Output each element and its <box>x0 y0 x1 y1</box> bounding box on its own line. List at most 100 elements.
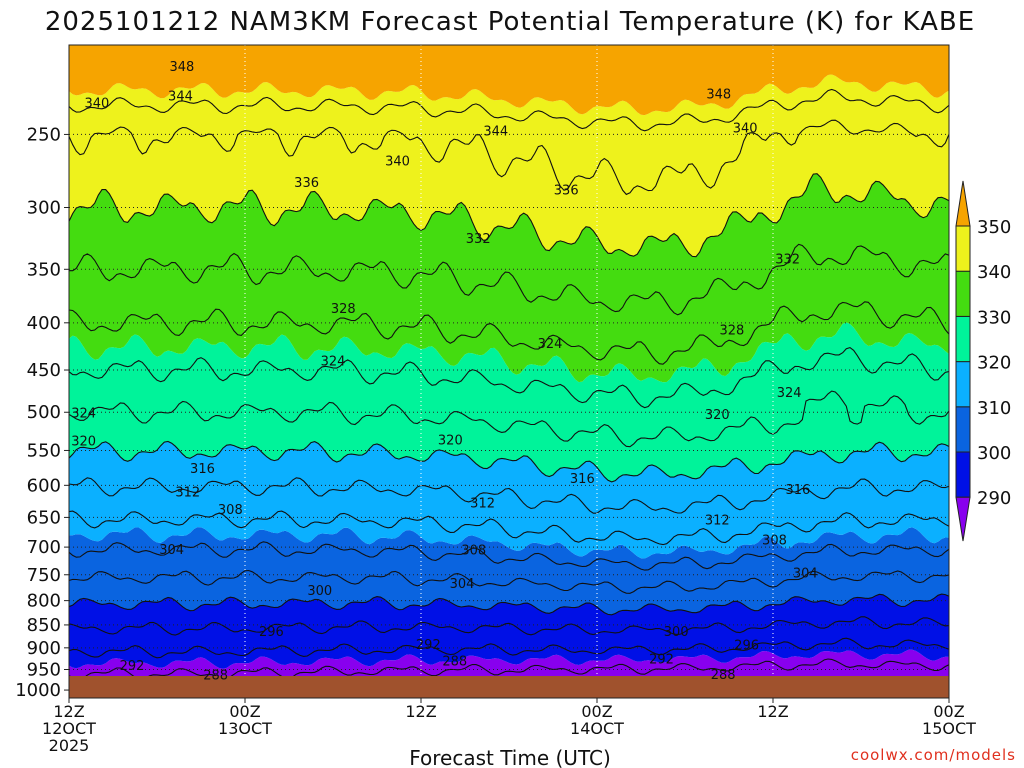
y-tick-label: 900 <box>27 638 61 659</box>
colorbar-swatch-310 <box>955 361 971 408</box>
contour-label: 304 <box>159 543 184 558</box>
x-tick-label: 12Z <box>757 702 788 721</box>
x-tick-label: 13OCT <box>218 719 272 738</box>
colorbar-label: 350 <box>977 217 1011 238</box>
isentrope-292 <box>69 637 949 659</box>
isentrope-332 <box>69 301 949 365</box>
isentrope-324 <box>69 390 949 448</box>
isentrope-336 <box>69 243 949 316</box>
y-tick-label: 650 <box>27 507 61 528</box>
contour-label: 312 <box>470 496 495 511</box>
chart-title: 2025101212 NAM3KM Forecast Potential Tem… <box>45 7 975 37</box>
colorbar-swatch-320 <box>955 315 971 363</box>
contour-label: 308 <box>218 503 243 518</box>
band-310-320 <box>69 441 949 559</box>
credit-text: coolwx.com/models <box>851 746 1016 764</box>
y-tick-label: 400 <box>27 313 61 334</box>
contour-label: 324 <box>538 337 563 352</box>
contour-label: 324 <box>777 386 802 401</box>
contour-label: 324 <box>71 407 96 422</box>
isentrope-296 <box>69 616 949 636</box>
contour-label: 324 <box>321 355 346 370</box>
band-330-340 <box>69 173 949 383</box>
contour-label: 332 <box>775 252 800 267</box>
contour-label: 332 <box>466 232 491 247</box>
y-tick-label: 850 <box>27 615 61 636</box>
colorbar-swatch-330 <box>955 270 971 317</box>
x-tick-label: 00Z <box>933 702 964 721</box>
contour-label: 312 <box>175 485 200 500</box>
y-tick-label: 700 <box>27 537 61 558</box>
x-tick-label: 15OCT <box>922 719 976 738</box>
contour-label: 292 <box>120 659 145 674</box>
isentrope-344 <box>69 119 949 196</box>
contour-label: 308 <box>461 543 486 558</box>
contour-label: 320 <box>438 434 463 449</box>
band-350-360 <box>69 45 949 116</box>
y-tick-label: 1000 <box>15 680 61 701</box>
x-tick-label: 00Z <box>581 702 612 721</box>
colorbar-label: 290 <box>977 488 1011 509</box>
contour-label: 308 <box>762 534 787 549</box>
contour-label: 304 <box>450 577 475 592</box>
isentrope-308 <box>69 541 949 571</box>
isentrope-312 <box>69 510 949 546</box>
contour-label: 328 <box>720 323 745 338</box>
temperature-bands <box>69 45 949 698</box>
contour-label: 316 <box>190 462 215 477</box>
contour-label: 292 <box>416 638 441 653</box>
colorbar-swatch-300 <box>955 406 971 453</box>
x-tick-label: 12Z <box>405 702 436 721</box>
contour-label: 344 <box>483 125 508 140</box>
y-tick-label: 450 <box>27 360 61 381</box>
plot-frame <box>68 44 950 699</box>
contour-label: 320 <box>71 434 96 449</box>
grid-lines <box>68 45 950 698</box>
isentrope-348 <box>69 88 949 132</box>
y-tick-label: 550 <box>27 440 61 461</box>
contour-label: 300 <box>664 625 689 640</box>
colorbar: 290 300 310 320 330 340 350 <box>955 180 1011 542</box>
y-tick-label: 600 <box>27 475 61 496</box>
colorbar-label: 330 <box>977 307 1011 328</box>
contour-label: 296 <box>259 625 284 640</box>
colorbar-label: 320 <box>977 353 1011 374</box>
contour-label: 348 <box>170 60 195 75</box>
y-tick-label: 300 <box>27 198 61 219</box>
ground-surface <box>69 676 949 698</box>
band-300-310 <box>69 527 949 615</box>
colorbar-swatch-290 <box>955 451 971 498</box>
contour-label: 316 <box>570 472 595 487</box>
isentrope-320 <box>69 440 949 483</box>
contour-label: 304 <box>793 567 818 582</box>
isentrope-316 <box>69 477 949 514</box>
isentrope-304 <box>69 569 949 594</box>
pressure-axis: 2503003504004505005506006507007508008509… <box>15 124 69 701</box>
colorbar-label: 300 <box>977 443 1011 464</box>
band-320-330 <box>69 322 949 482</box>
y-tick-label: 800 <box>27 591 61 612</box>
x-tick-label: 12Z <box>53 702 84 721</box>
x-tick-label: 00Z <box>229 702 260 721</box>
contour-label: 340 <box>84 96 109 111</box>
contour-label: 340 <box>733 121 758 136</box>
colorbar-swatch-340 <box>955 225 971 272</box>
isentrope-340 <box>69 173 949 258</box>
contour-label: 340 <box>385 154 410 169</box>
x-axis-title: Forecast Time (UTC) <box>409 746 611 768</box>
contour-label: 288 <box>711 668 736 683</box>
y-tick-label: 750 <box>27 565 61 586</box>
contour-label: 300 <box>307 584 332 599</box>
colorbar-label: 340 <box>977 262 1011 283</box>
isentrope-288 <box>69 658 949 680</box>
contour-label: 336 <box>554 183 579 198</box>
x-tick-label: 2025 <box>49 736 90 755</box>
isentrope-300 <box>69 593 949 616</box>
y-tick-label: 350 <box>27 259 61 280</box>
contour-label: 296 <box>734 639 759 654</box>
contour-label: 292 <box>649 653 674 668</box>
x-tick-label: 12OCT <box>42 719 96 738</box>
contour-label: 312 <box>705 513 730 528</box>
